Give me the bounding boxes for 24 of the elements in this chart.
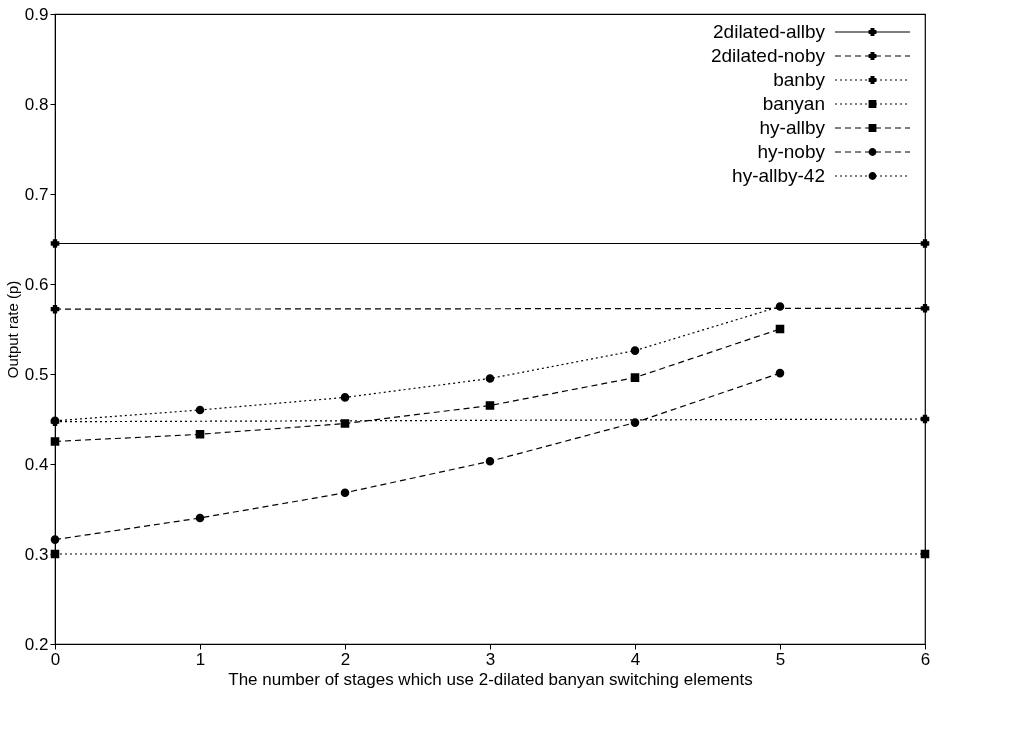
- legend-label: hy-allby-42: [732, 165, 825, 186]
- legend-label: banyan: [762, 93, 825, 114]
- x-tick-label: 2: [340, 649, 351, 669]
- x-tick-label: 6: [920, 649, 931, 669]
- legend-label: banby: [773, 69, 826, 90]
- y-tick-label: 0.8: [24, 94, 49, 114]
- y-tick-label: 0.4: [24, 454, 49, 474]
- y-tick-label: 0.6: [24, 274, 49, 294]
- x-tick-label: 3: [485, 649, 496, 669]
- y-tick-label: 0.9: [24, 4, 49, 24]
- x-axis-title: The number of stages which use 2-dilated banyan switching elements: [228, 669, 753, 689]
- y-tick-label: 0.3: [24, 544, 49, 564]
- x-tick-label: 5: [775, 649, 786, 669]
- legend-label: 2dilated-allby: [713, 21, 826, 42]
- x-tick-label: 1: [195, 649, 206, 669]
- y-axis-title: Output rate (p): [3, 280, 21, 379]
- x-tick-label: 0: [50, 649, 61, 669]
- legend-label: 2dilated-noby: [710, 45, 826, 66]
- legend-label: hy-noby: [757, 141, 826, 162]
- y-tick-label: 0.7: [24, 184, 49, 204]
- y-tick-label: 0.2: [24, 634, 49, 654]
- x-tick-label: 4: [630, 649, 641, 669]
- y-tick-label: 0.5: [24, 364, 49, 384]
- legend-label: hy-allby: [759, 117, 826, 138]
